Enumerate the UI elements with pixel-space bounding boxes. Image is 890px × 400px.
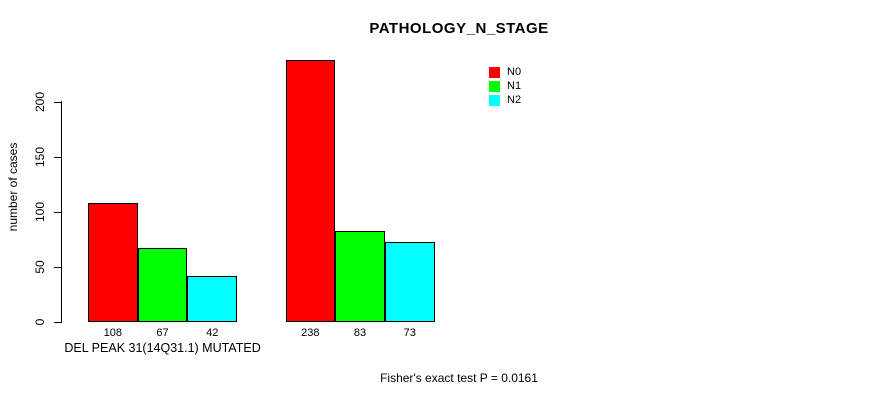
y-tick-mark [54,102,62,103]
bar-value-label: 73 [403,327,416,339]
y-tick-mark [54,322,62,323]
bar-n2-group1 [187,275,238,322]
chart-legend: N0 N1 N2 [489,65,521,108]
y-axis-line [61,101,62,322]
legend-swatch-n0 [489,66,500,78]
bar-n2-group2 [384,241,435,322]
y-tick-label: 0 [33,318,47,326]
bar-value-label: 42 [206,327,219,339]
legend-item-n0: N0 [489,65,521,79]
y-tick-label: 50 [33,260,47,274]
legend-swatch-n2 [489,95,500,107]
chart-title: PATHOLOGY_N_STAGE [369,20,549,37]
legend-item-n2: N2 [489,94,521,108]
y-tick-label: 200 [33,91,47,113]
y-axis-label: number of cases [6,142,20,232]
bar-n1-group2 [335,230,385,322]
bar-value-label: 238 [301,327,320,339]
y-tick-label: 100 [33,201,47,223]
bar-value-label: 67 [156,327,169,339]
y-tick-mark [54,212,62,213]
bar-n0-group2 [285,60,336,322]
fisher-test-footnote: Fisher's exact test P = 0.0161 [380,371,538,385]
bar-n1-group1 [137,248,188,322]
y-tick-mark [54,267,62,268]
y-tick-mark [54,157,62,158]
bar-value-label: 83 [353,327,367,339]
legend-label: N2 [507,94,522,107]
x-category-label: DEL PEAK 31(14Q31.1) MUTATED [64,341,261,355]
y-tick-label: 150 [33,146,47,168]
legend-item-n1: N1 [489,79,521,93]
bar-value-label: 108 [103,327,123,339]
bar-n0-group1 [88,203,138,322]
legend-swatch-n1 [489,80,500,92]
legend-label: N1 [507,79,522,92]
legend-label: N0 [507,65,522,78]
